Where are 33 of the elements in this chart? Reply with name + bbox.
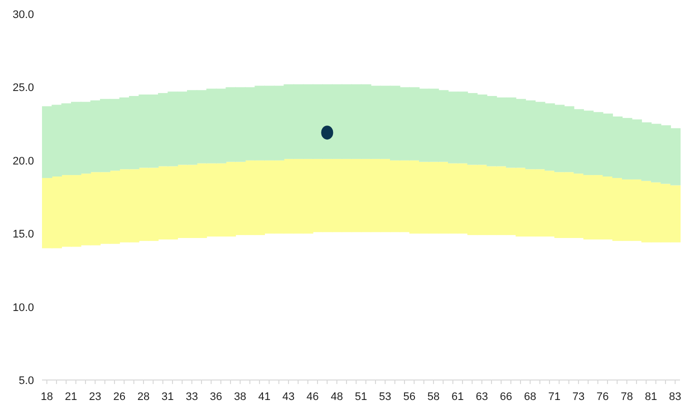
x-tick-label: 28 (137, 391, 150, 403)
x-tick-label: 38 (234, 391, 246, 403)
y-tick-label: 10.0 (12, 302, 34, 314)
x-tick-label: 21 (64, 391, 78, 403)
x-tick-label: 18 (40, 391, 53, 403)
x-tick-label: 73 (572, 391, 585, 403)
y-tick-label: 15.0 (12, 228, 34, 241)
y-tick-label: 20.0 (12, 155, 34, 168)
x-tick-label: 33 (186, 391, 198, 403)
x-tick-label: 53 (379, 391, 392, 403)
x-tick-label: 48 (330, 391, 343, 403)
x-tick-label: 46 (306, 391, 319, 403)
x-tick-label: 63 (476, 391, 488, 403)
x-tick-label: 43 (282, 391, 295, 403)
x-tick-label: 78 (620, 391, 633, 403)
y-tick-label: 5.0 (18, 375, 34, 387)
x-tick-label: 41 (258, 391, 270, 403)
x-tick-label: 68 (524, 391, 536, 403)
x-tick-label: 31 (162, 391, 174, 403)
x-tick-label: 36 (210, 391, 222, 403)
x-tick-label: 61 (452, 391, 464, 403)
y-tick-label: 30.0 (12, 9, 34, 21)
x-tick-label: 26 (113, 391, 126, 403)
x-tick-label: 58 (427, 391, 440, 403)
y-tick-label: 25.0 (12, 82, 34, 94)
x-tick-label: 66 (500, 391, 512, 403)
x-tick-label: 23 (89, 391, 102, 403)
x-tick-label: 56 (403, 391, 416, 403)
x-tick-label: 51 (354, 391, 368, 403)
x-tick-label: 81 (644, 391, 658, 403)
x-tick-label: 76 (596, 391, 609, 403)
x-tick-label: 83 (669, 391, 682, 403)
x-tick-label: 71 (548, 391, 560, 403)
